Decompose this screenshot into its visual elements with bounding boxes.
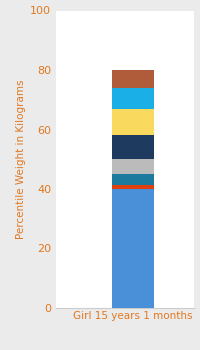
Bar bbox=[112, 108, 154, 135]
Bar bbox=[112, 189, 154, 308]
Bar bbox=[112, 184, 154, 189]
Y-axis label: Percentile Weight in Kilograms: Percentile Weight in Kilograms bbox=[16, 79, 26, 239]
Bar bbox=[112, 70, 154, 88]
Bar bbox=[112, 88, 154, 108]
Bar bbox=[112, 174, 154, 184]
Bar bbox=[112, 135, 154, 159]
Bar bbox=[112, 159, 154, 174]
